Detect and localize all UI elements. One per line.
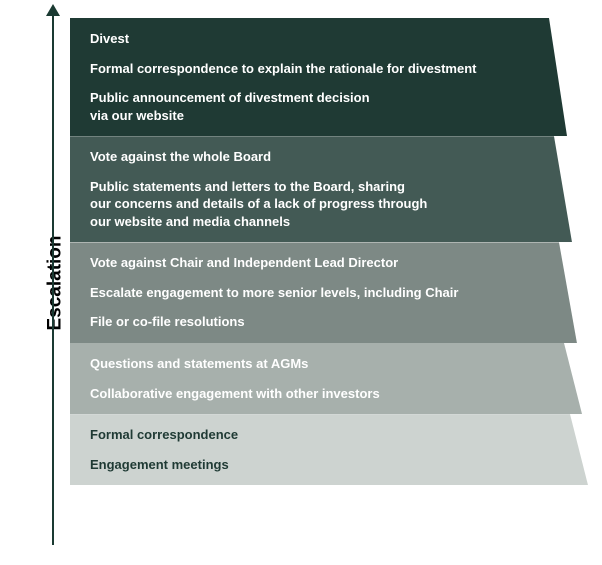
escalation-tier: Vote against Chair and Independent Lead …: [70, 242, 588, 343]
tier-line: Questions and statements at AGMs: [90, 355, 568, 373]
tier-line: Collaborative engagement with other inve…: [90, 385, 568, 403]
axis-label: Escalation: [45, 235, 67, 330]
escalation-arrow-head: [46, 4, 60, 16]
tier-content: Questions and statements at AGMs Collabor…: [70, 343, 588, 414]
tier-content: Formal correspondence Engagement meetings: [70, 414, 588, 485]
tier-line: Public announcement of divestment decisi…: [90, 89, 568, 124]
tier-line: File or co-file resolutions: [90, 313, 568, 331]
tier-line: Formal correspondence to explain the rat…: [90, 60, 568, 78]
escalation-arrow-line: [52, 10, 54, 545]
tier-line: Public statements and letters to the Boa…: [90, 178, 568, 231]
escalation-tier: Vote against the whole Board Public state…: [70, 136, 588, 242]
tier-line: Engagement meetings: [90, 456, 568, 474]
tier-content: Divest Formal correspondence to explain t…: [70, 18, 588, 136]
escalation-tier: Questions and statements at AGMs Collabor…: [70, 343, 588, 414]
tier-line: Vote against Chair and Independent Lead …: [90, 254, 568, 272]
tier-line: Vote against the whole Board: [90, 148, 568, 166]
tier-content: Vote against the whole Board Public state…: [70, 136, 588, 242]
escalation-tier: Divest Formal correspondence to explain t…: [70, 18, 588, 136]
escalation-tier: Formal correspondence Engagement meetings: [70, 414, 588, 485]
tier-line: Escalate engagement to more senior level…: [90, 284, 568, 302]
tier-line: Divest: [90, 30, 568, 48]
escalation-stack: Divest Formal correspondence to explain t…: [70, 18, 588, 543]
tier-line: Formal correspondence: [90, 426, 568, 444]
tier-content: Vote against Chair and Independent Lead …: [70, 242, 588, 343]
